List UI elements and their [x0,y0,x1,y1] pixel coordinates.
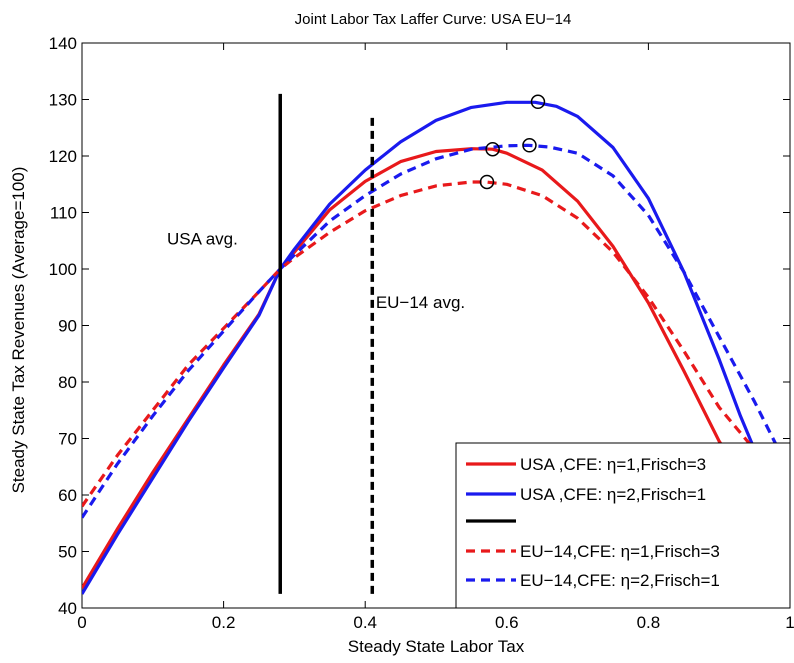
x-tick-label: 0.4 [353,613,377,632]
y-tick-label: 70 [58,430,77,449]
peak-marker-1 [530,94,546,110]
legend-label-3: EU−14,CFE: η=1,Frisch=3 [520,542,720,561]
y-tick-label: 120 [49,147,77,166]
y-tick-label: 60 [58,486,77,505]
legend-label-4: EU−14,CFE: η=2,Frisch=1 [520,571,720,590]
x-tick-label: 0.8 [637,613,661,632]
x-tick-label: 0.6 [495,613,519,632]
y-tick-label: 100 [49,260,77,279]
series-line-4 [82,143,778,519]
chart-title: Joint Labor Tax Laffer Curve: USA EU−14 [295,11,572,28]
y-tick-label: 90 [58,317,77,336]
x-tick-label: 0.2 [212,613,236,632]
y-tick-label: 80 [58,373,77,392]
series-line-1 [82,100,778,595]
peak-marker-0 [485,141,500,157]
legend-label-0: USA ,CFE: η=1,Frisch=3 [520,455,706,474]
legend-label-1: USA ,CFE: η=2,Frisch=1 [520,485,706,504]
legend: USA ,CFE: η=1,Frisch=3 USA ,CFE: η=2,Fris… [455,442,791,609]
x-tick-label: 0 [77,613,86,632]
y-tick-label: 50 [58,543,77,562]
x-tick-label: 1 [785,613,794,632]
y-axis-label: Steady State Tax Revenues (Average=100) [9,167,28,494]
y-tick-label: 40 [58,599,77,618]
peak-marker-3 [479,174,495,190]
y-tick-label: 130 [49,91,77,110]
y-tick-label: 110 [50,204,77,223]
axis-ticks: 0 0.2 0.4 0.6 0.8 140506070809010011012013014… [49,34,794,632]
peak-markers [479,94,546,190]
annotation-1: EU−14 avg. [376,293,465,312]
annotations: USA avg. EU−14 avg. [167,230,465,312]
peak-marker-2 [522,138,537,153]
plot-area: 0 0.2 0.4 0.6 0.8 140506070809010011012013014… [49,34,794,632]
average-lines [278,93,375,594]
annotation-0: USA avg. [167,230,238,249]
series-line-3 [82,180,777,508]
y-tick-label: 140 [49,34,77,53]
series-group [82,100,778,595]
x-axis-label: Steady State Labor Tax [348,637,525,656]
